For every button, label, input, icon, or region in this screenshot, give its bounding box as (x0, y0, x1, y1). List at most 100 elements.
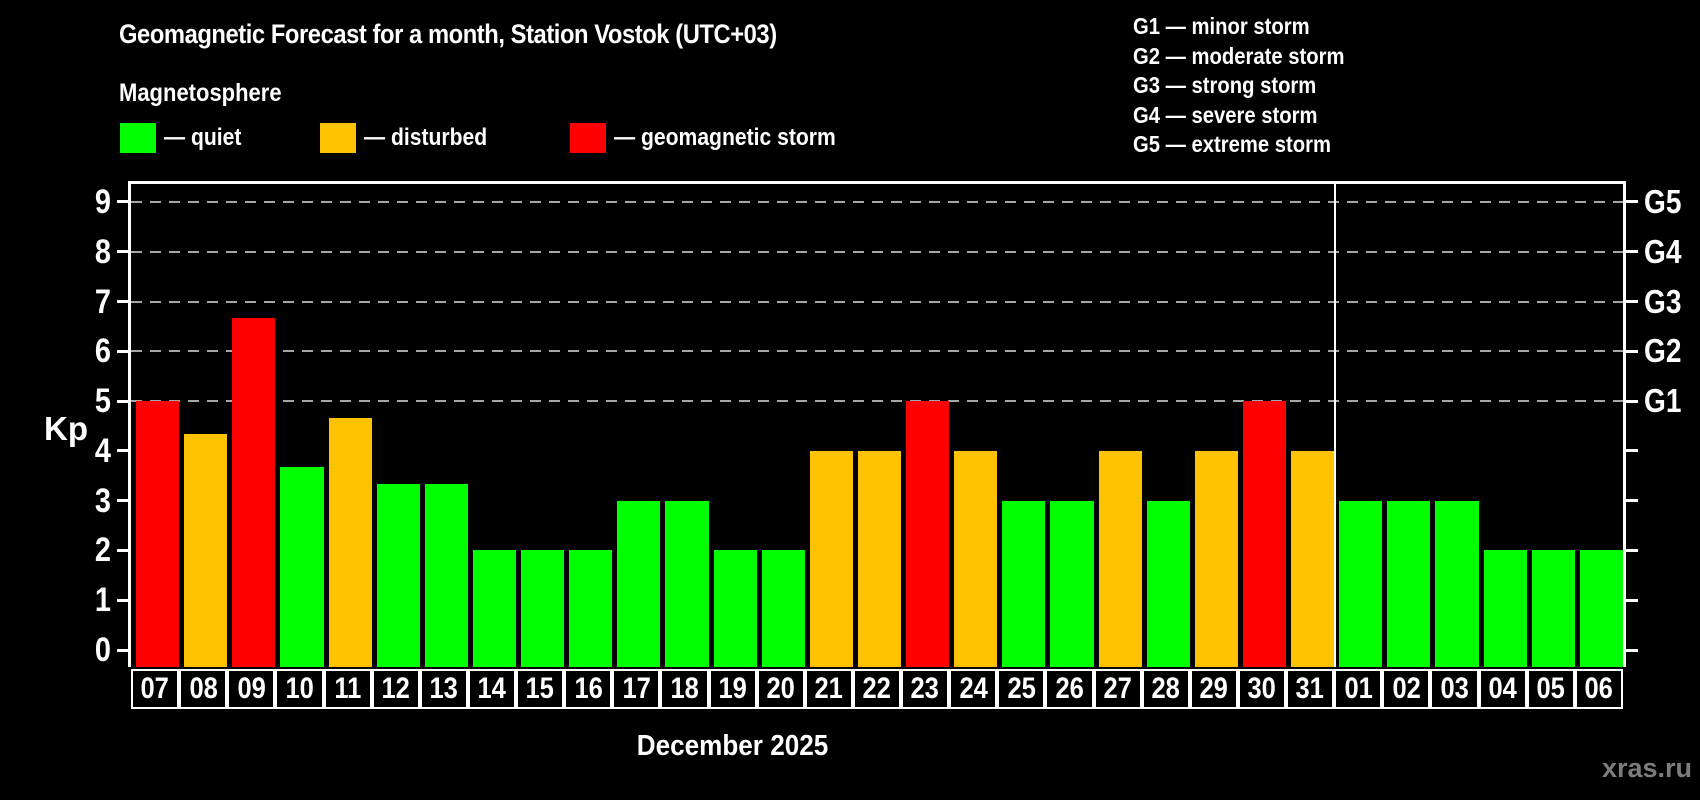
y-axis-tick-left-4 (117, 449, 129, 453)
y-axis-tick-left-0 (117, 648, 129, 652)
date-label-06: 06 (1574, 669, 1623, 709)
bar-day-06 (1579, 550, 1623, 667)
date-label-15: 15 (516, 669, 565, 709)
right-axis-label-G2: G2 (1644, 332, 1682, 370)
bar-day-26 (1050, 500, 1094, 667)
y-axis-tick-right-4 (1626, 449, 1638, 453)
y-axis-tick-right-3 (1626, 499, 1638, 503)
gridline-kp-9 (131, 200, 1623, 203)
date-label-20: 20 (756, 669, 805, 709)
y-axis-tick-right-1 (1626, 598, 1638, 602)
date-label-22: 22 (852, 669, 902, 709)
date-label-09: 09 (227, 669, 276, 709)
y-axis-tick-right-7 (1626, 300, 1638, 304)
date-label-05: 05 (1526, 669, 1575, 709)
y-axis-tick-label-4: 4 (94, 431, 111, 470)
date-label-30: 30 (1237, 669, 1287, 709)
date-label-18: 18 (660, 669, 709, 709)
date-label-01: 01 (1334, 669, 1383, 709)
g-scale-legend-line: G3 — strong storm (1133, 72, 1317, 99)
legend-label-disturbed: — disturbed (364, 124, 488, 151)
bar-day-27 (1098, 450, 1142, 667)
date-label-28: 28 (1141, 669, 1190, 709)
date-label-26: 26 (1045, 669, 1094, 709)
bar-day-23 (906, 401, 950, 667)
bar-day-03 (1435, 500, 1479, 667)
bar-day-15 (521, 550, 565, 667)
bar-day-09 (232, 317, 276, 667)
y-axis-tick-left-7 (117, 300, 129, 304)
bar-day-12 (376, 484, 420, 667)
gridline-kp-7 (131, 300, 1623, 303)
date-label-24: 24 (949, 669, 998, 709)
bar-day-30 (1242, 401, 1287, 667)
date-label-02: 02 (1382, 669, 1431, 709)
date-label-19: 19 (708, 669, 757, 709)
bar-day-01 (1339, 500, 1383, 667)
bar-day-10 (280, 467, 324, 667)
x-axis-month-label: December 2025 (636, 730, 829, 762)
date-label-14: 14 (467, 669, 517, 709)
bar-day-19 (713, 550, 757, 667)
legend-label-quiet: — quiet (164, 124, 242, 151)
date-label-16: 16 (564, 669, 613, 709)
gridline-kp-5 (131, 400, 1623, 403)
y-axis-tick-label-8: 8 (94, 232, 111, 271)
bar-day-07 (136, 401, 180, 667)
bar-day-25 (1002, 500, 1046, 667)
bar-day-11 (328, 417, 372, 667)
date-label-17: 17 (612, 669, 661, 709)
right-axis-label-G5: G5 (1644, 182, 1682, 220)
date-label-23: 23 (901, 669, 950, 709)
right-axis-label-G1: G1 (1644, 382, 1682, 420)
y-axis-tick-right-2 (1626, 548, 1638, 552)
date-label-29: 29 (1189, 669, 1238, 709)
y-axis-tick-label-7: 7 (94, 282, 111, 321)
y-axis-tick-label-9: 9 (94, 182, 111, 221)
y-axis-tick-left-9 (117, 200, 129, 204)
y-axis-tick-label-0: 0 (94, 631, 111, 669)
legend-label-storm: — geomagnetic storm (614, 124, 836, 151)
bar-day-02 (1387, 500, 1431, 667)
y-axis-tick-left-6 (117, 349, 129, 353)
month-divider-line (1334, 183, 1337, 667)
y-axis-label: Kp (44, 410, 88, 447)
y-axis-tick-label-6: 6 (94, 332, 111, 371)
chart-subtitle: Magnetosphere (119, 79, 282, 107)
bar-day-05 (1531, 550, 1575, 667)
y-axis-tick-left-3 (117, 499, 129, 503)
plot-frame (128, 181, 1626, 667)
bar-day-22 (857, 450, 902, 667)
bar-day-17 (617, 500, 661, 667)
y-axis-tick-left-5 (117, 399, 129, 403)
y-axis-tick-left-2 (117, 548, 129, 552)
y-axis-tick-right-6 (1626, 349, 1638, 353)
g-scale-legend-line: G1 — minor storm (1133, 13, 1310, 39)
y-axis-tick-right-9 (1626, 200, 1638, 204)
bar-day-24 (954, 450, 998, 667)
date-label-03: 03 (1430, 669, 1479, 709)
legend-swatch-quiet (120, 123, 156, 153)
y-axis-tick-label-3: 3 (94, 481, 111, 520)
bar-day-31 (1291, 450, 1335, 667)
date-label-04: 04 (1478, 669, 1527, 709)
y-axis-tick-right-8 (1626, 250, 1638, 254)
legend-swatch-disturbed (320, 123, 356, 153)
right-axis-label-G4: G4 (1644, 232, 1682, 270)
date-label-13: 13 (419, 669, 468, 709)
bar-day-04 (1483, 550, 1527, 667)
date-label-11: 11 (323, 669, 372, 709)
date-label-07: 07 (131, 669, 180, 709)
g-scale-legend-line: G5 — extreme storm (1133, 131, 1331, 158)
date-label-27: 27 (1093, 669, 1142, 709)
y-axis-tick-label-5: 5 (94, 382, 111, 421)
bar-day-14 (472, 550, 517, 667)
bar-day-08 (184, 434, 228, 667)
date-label-31: 31 (1286, 669, 1335, 709)
bar-day-20 (761, 550, 805, 667)
g-scale-legend: G1 — minor storm G2 — moderate storm G3 … (1133, 12, 1373, 160)
date-label-25: 25 (997, 669, 1046, 709)
bar-day-13 (424, 484, 468, 667)
